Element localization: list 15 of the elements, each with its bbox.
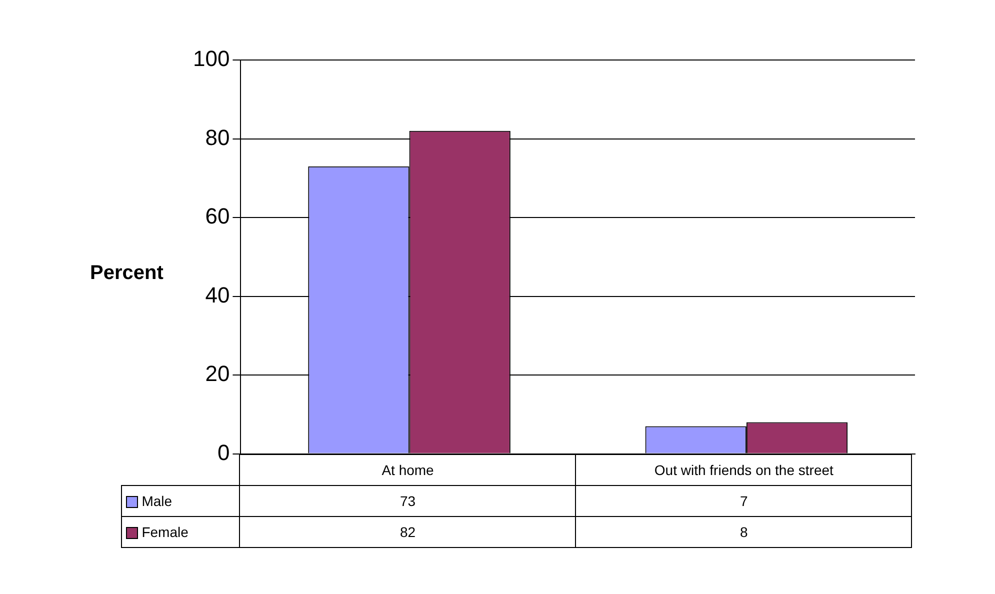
x-tick-label: Out with friends on the street — [576, 454, 912, 486]
data-label: 8 — [576, 516, 912, 548]
x-tick-label: At home — [240, 454, 576, 486]
y-axis-title: Percent — [90, 262, 164, 285]
y-tick-label: 60 — [205, 204, 230, 229]
legend-label: Female — [121, 516, 240, 548]
y-tick-label: 0 — [217, 440, 230, 465]
y-tick-label: 80 — [205, 124, 230, 150]
data-label: 7 — [576, 485, 912, 516]
y-tick-label: 40 — [205, 282, 230, 308]
legend-label: Male — [121, 485, 240, 516]
y-tick-label: 100 — [192, 46, 230, 72]
data-label: 73 — [240, 485, 576, 516]
data-label: 82 — [240, 516, 576, 548]
y-tick-label: 20 — [205, 361, 230, 386]
